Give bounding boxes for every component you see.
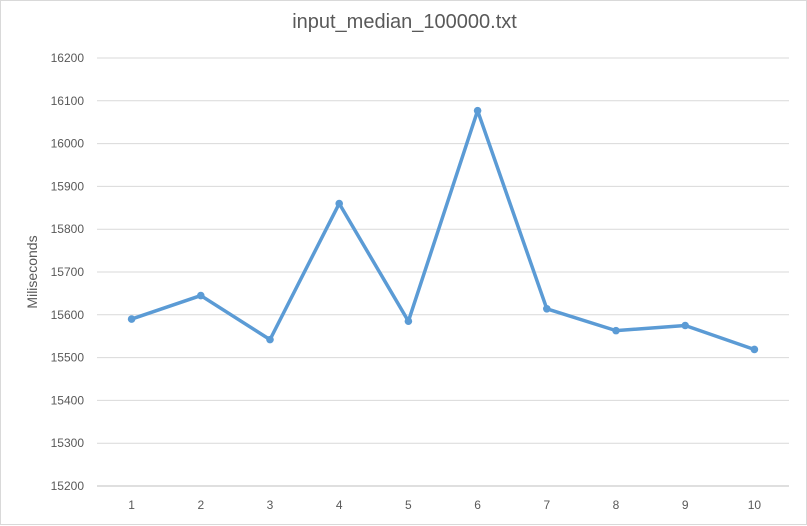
y-tick-label: 15300 — [51, 436, 85, 450]
data-point — [197, 291, 205, 300]
y-tick-label: 16000 — [51, 137, 85, 151]
data-point — [127, 315, 136, 323]
x-tick-label: 4 — [336, 498, 343, 512]
y-tick-label: 15900 — [51, 179, 85, 193]
x-tick-label: 3 — [267, 498, 274, 512]
data-point — [543, 305, 551, 313]
data-point — [473, 106, 482, 115]
data-point — [681, 321, 689, 330]
x-tick-label: 2 — [197, 498, 204, 512]
x-tick-label: 8 — [613, 498, 620, 512]
y-tick-label: 16200 — [51, 51, 85, 65]
y-tick-label: 16100 — [51, 94, 85, 108]
data-point — [750, 345, 759, 354]
series-line — [129, 108, 757, 352]
y-tick-label: 15500 — [51, 351, 85, 365]
y-tick-label: 15200 — [51, 479, 85, 493]
chart-title: input_median_100000.txt — [292, 11, 517, 33]
x-tick-label: 7 — [543, 498, 550, 512]
x-tick-label: 5 — [405, 498, 412, 512]
data-point — [266, 335, 274, 344]
data-point — [335, 199, 344, 208]
x-tick-label: 10 — [748, 498, 762, 512]
y-tick-label: 15600 — [51, 308, 85, 322]
x-tick-label: 1 — [128, 498, 135, 512]
y-tick-label: 15700 — [51, 265, 85, 279]
data-point — [612, 326, 620, 335]
y-tick-label: 15400 — [51, 393, 85, 407]
x-tick-label: 9 — [682, 498, 689, 512]
x-tick-label: 6 — [474, 498, 481, 512]
data-point — [404, 317, 413, 326]
y-tick-label: 15800 — [51, 222, 85, 236]
